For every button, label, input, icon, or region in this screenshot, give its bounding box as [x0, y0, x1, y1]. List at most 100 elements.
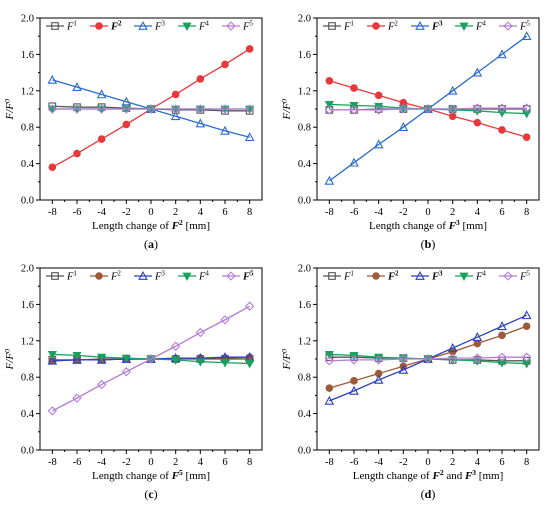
- y-tick-label: 0.4: [21, 159, 35, 170]
- y-axis-label: F/F⁰: [281, 98, 293, 120]
- y-tick-label: 0.8: [21, 123, 34, 134]
- data-point: [447, 85, 458, 95]
- y-tick-label: 2.0: [298, 14, 311, 25]
- series-line: [329, 356, 527, 362]
- legend-label: F3: [154, 20, 165, 33]
- legend-label: F2: [110, 270, 121, 283]
- data-point: [96, 354, 107, 364]
- legend-symbol-sup: 4: [205, 270, 209, 278]
- legend-swatch-marker: [226, 271, 236, 281]
- data-point: [325, 76, 334, 85]
- data-point: [472, 67, 483, 77]
- y-tick-label: 0.4: [21, 409, 35, 420]
- data-point: [146, 104, 156, 114]
- x-tick-label: -6: [350, 207, 359, 218]
- panel-label-close: ): [154, 487, 158, 501]
- legend-symbol-sup: 2: [117, 270, 121, 278]
- legend-swatch-marker: [459, 272, 469, 281]
- x-tick-label: 2: [450, 457, 455, 468]
- data-point: [72, 393, 82, 403]
- y-tick-label: 2.0: [21, 264, 34, 275]
- x-tick-label: 0: [425, 207, 430, 218]
- data-point: [245, 360, 255, 369]
- data-point: [324, 356, 335, 366]
- y-tick-label: 0.8: [298, 123, 311, 134]
- data-point: [398, 104, 409, 114]
- data-point: [324, 105, 335, 115]
- data-point: [324, 101, 334, 110]
- legend-symbol: F: [198, 22, 206, 33]
- x-label-symbol: F: [464, 470, 473, 482]
- x-tick-label: -2: [122, 457, 131, 468]
- legend: F1 F2 F3 F4 F5: [46, 20, 253, 33]
- x-label-text: [mm]: [183, 470, 210, 482]
- legend-swatch-marker: [182, 22, 192, 31]
- data-point: [374, 91, 383, 100]
- data-point: [196, 75, 205, 83]
- data-point: [324, 351, 334, 360]
- x-label-text: [mm]: [476, 470, 503, 482]
- panel-label: (b): [421, 237, 436, 251]
- panel-label-open: (: [421, 237, 425, 251]
- legend-label: F2: [387, 20, 398, 33]
- data-point: [170, 111, 181, 121]
- data-point: [373, 105, 384, 115]
- legend-entry: F4: [178, 270, 209, 283]
- legend-entry: F3: [411, 20, 443, 33]
- panel-label-letter: b: [425, 237, 432, 251]
- data-point: [324, 175, 335, 185]
- x-tick-label: 6: [499, 457, 504, 468]
- data-point: [423, 104, 433, 114]
- y-tick-label: 0.4: [298, 159, 312, 170]
- panel-label: (d): [421, 487, 436, 501]
- legend-label: F1: [66, 270, 77, 283]
- legend-symbol: F: [519, 22, 527, 33]
- data-point: [521, 31, 532, 41]
- y-tick-label: 1.2: [21, 86, 34, 97]
- legend-symbol-sup: 3: [439, 20, 443, 28]
- data-point: [47, 351, 57, 360]
- legend-entry: F1: [323, 270, 354, 283]
- panel-label-letter: d: [425, 487, 432, 501]
- data-point: [220, 315, 230, 325]
- x-label-text: and: [444, 470, 465, 482]
- x-label-text: Length change of: [92, 470, 172, 482]
- y-tick-label: 0.0: [298, 446, 311, 457]
- legend-symbol: F: [387, 272, 395, 283]
- y-tick-label: 1.2: [21, 336, 34, 347]
- x-tick-label: 2: [450, 207, 455, 218]
- legend-symbol-sup: 2: [118, 20, 122, 28]
- x-tick-label: -2: [399, 207, 408, 218]
- panel-a: 0.0 0.4 0.8 1.2 1.6 2.0 -8 -6 -4 -2 0 2 4 6 8 Length ch…: [4, 14, 263, 251]
- legend-symbol: F: [387, 22, 395, 33]
- data-point: [244, 104, 255, 114]
- y-tick-label: 0.8: [21, 373, 34, 384]
- y-tick-label: 1.2: [298, 336, 311, 347]
- x-label-sup: 3: [456, 218, 460, 227]
- y-tick-label: 2.0: [21, 14, 34, 25]
- legend-symbol: F: [110, 22, 118, 33]
- legend-symbol: F: [110, 272, 118, 283]
- x-label-sup: 5: [179, 468, 183, 477]
- data-point: [373, 374, 384, 384]
- x-tick-label: -4: [97, 457, 106, 468]
- data-point: [472, 103, 483, 113]
- data-point: [146, 354, 156, 364]
- x-label-symbol: F: [448, 220, 457, 232]
- data-point: [121, 367, 132, 377]
- legend-symbol: F: [343, 22, 351, 33]
- x-label-sup: 2: [179, 218, 183, 227]
- data-point: [350, 377, 358, 385]
- panel-label-letter: a: [148, 237, 154, 251]
- legend-entry: F5: [222, 270, 254, 283]
- x-tick-label: 0: [148, 457, 153, 468]
- data-point: [373, 355, 384, 365]
- y-tick-label: 0.8: [298, 373, 311, 384]
- legend-swatch-marker: [51, 22, 59, 30]
- data-point: [47, 355, 58, 365]
- data-point: [47, 74, 58, 84]
- x-tick-label: 8: [524, 207, 529, 218]
- data-point: [48, 163, 57, 172]
- data-point: [423, 354, 433, 364]
